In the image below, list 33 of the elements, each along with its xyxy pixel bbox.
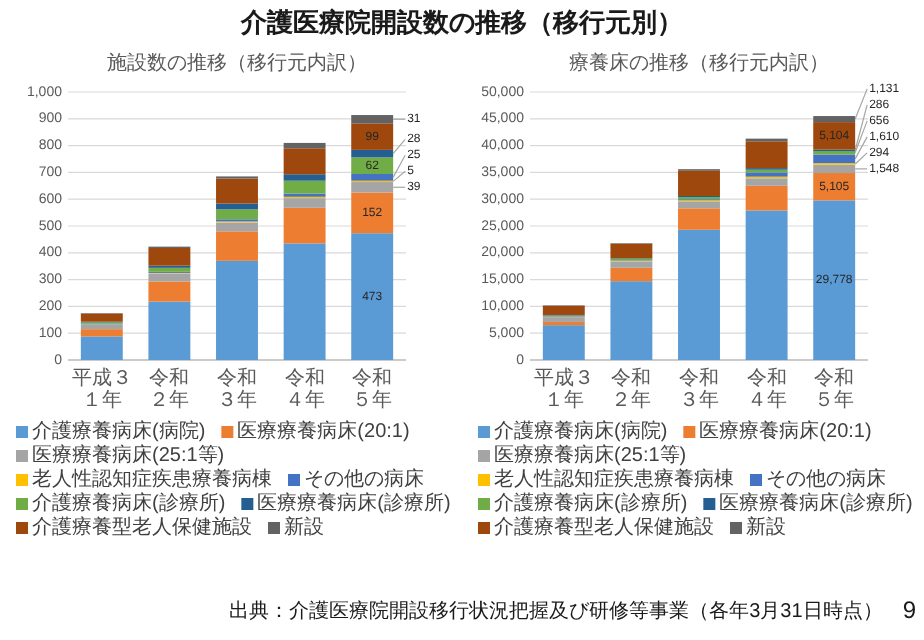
legend-label: 医療療養病床(20:1) (237, 419, 410, 444)
legend-label: 医療療養病床(診療所) (719, 491, 913, 516)
legend-label: 医療療養病床(25:1等) (32, 443, 225, 468)
legend-label: その他の病床 (766, 467, 886, 492)
legend-label: その他の病床 (304, 467, 424, 492)
legend-label: 老人性認知症疾患療養病棟 (494, 467, 734, 492)
legend-label: 介護療養病床(病院) (32, 419, 206, 444)
legend-label: 介護療養病床(病院) (494, 419, 668, 444)
legend-label: 介護療養型老人保健施設 (32, 515, 252, 540)
x-tick-label: 令和５年 (352, 365, 393, 412)
legend-label: 医療療養病床(25:1等) (494, 443, 687, 468)
x-tick-label: 平成３１年 (71, 365, 132, 412)
chart-title: 療養床の推移（移行元内訳） (569, 51, 829, 76)
legend-label: 新設 (746, 515, 786, 540)
text: 介護医療院開設数の推移（移行元別） (239, 6, 683, 37)
x-tick-label: 令和３年 (217, 365, 257, 412)
x-tick-label: 平成３１年 (533, 365, 594, 412)
legend-label: 老人性認知症疾患療養病棟 (32, 467, 272, 492)
legend-label: 介護療養型老人保健施設 (494, 515, 714, 540)
text: 9 (902, 596, 917, 625)
legend-label: 介護療養病床(診療所) (32, 491, 226, 516)
x-tick-label: 令和２年 (149, 365, 190, 412)
legend-label: 医療療養病床(診療所) (257, 491, 451, 516)
chart-title: 施設数の推移（移行元内訳） (107, 51, 367, 76)
x-tick-label: 令和３年 (679, 365, 719, 412)
x-tick-label: 令和４年 (746, 365, 787, 412)
x-tick-label: 令和４年 (284, 365, 325, 412)
legend-label: 介護療養病床(診療所) (494, 491, 688, 516)
source-note: 出典：介護医療院開設移行状況把握及び研修等事業（各年3月31日時点） (229, 599, 883, 624)
legend-label: 新設 (284, 515, 324, 540)
x-tick-label: 令和５年 (814, 365, 855, 412)
legend-label: 医療療養病床(20:1) (699, 419, 872, 444)
x-tick-label: 令和２年 (611, 365, 652, 412)
